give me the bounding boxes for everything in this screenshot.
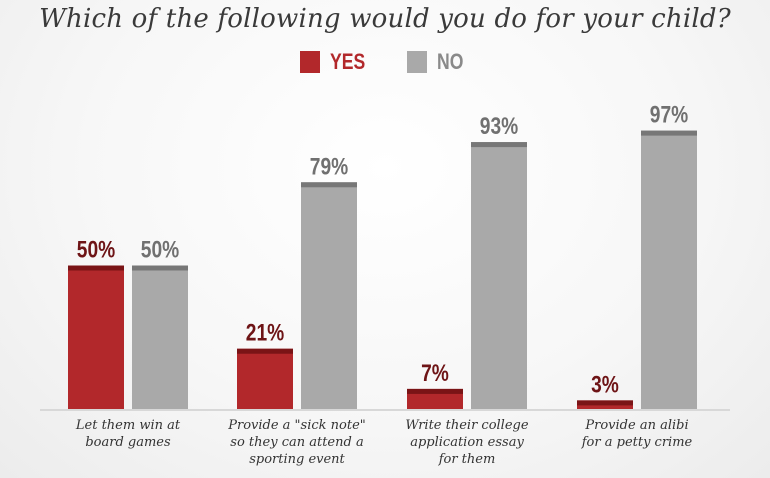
category-label-line: Let them win at bbox=[75, 418, 181, 433]
legend-item-yes: YES bbox=[300, 49, 374, 75]
category-label-line: so they can attend a bbox=[230, 435, 363, 450]
legend: YES NO bbox=[0, 49, 770, 75]
bar-cap-yes-0 bbox=[68, 265, 124, 271]
legend-swatch-yes bbox=[300, 51, 321, 73]
data-label-yes-1: 21% bbox=[246, 319, 284, 347]
legend-label-yes: YES bbox=[330, 49, 366, 74]
category-label-line: sporting event bbox=[249, 452, 345, 467]
bar-yes-1 bbox=[237, 348, 293, 409]
bar-cap-yes-1 bbox=[237, 348, 293, 354]
bar-no-3 bbox=[641, 130, 697, 410]
bar-cap-yes-3 bbox=[577, 400, 633, 406]
bar-yes-2 bbox=[407, 388, 463, 409]
bar-yes-0 bbox=[68, 265, 124, 409]
category-label-line: for them bbox=[438, 452, 496, 467]
legend-label-no: NO bbox=[436, 49, 463, 74]
category-label-2: Write their college application essay for … bbox=[405, 418, 528, 467]
bar-cap-no-1 bbox=[301, 182, 357, 188]
category-label-0: Let them win at board games bbox=[75, 418, 181, 450]
legend-item-no: NO bbox=[406, 49, 470, 75]
legend-swatch-no bbox=[406, 51, 427, 73]
bar-cap-yes-2 bbox=[407, 388, 463, 394]
category-label-line: Provide a "sick note" bbox=[227, 418, 366, 433]
bar-cap-no-0 bbox=[132, 265, 188, 271]
data-label-yes-3: 3% bbox=[591, 370, 619, 398]
bar-no-2 bbox=[471, 142, 527, 409]
category-label-3: Provide an alibi for a petty crime bbox=[581, 418, 693, 450]
category-label-line: for a petty crime bbox=[581, 435, 693, 450]
data-label-no-3: 97% bbox=[650, 101, 688, 129]
data-label-no-2: 93% bbox=[480, 112, 518, 140]
category-label-line: Provide an alibi bbox=[584, 418, 688, 433]
category-label-line: board games bbox=[85, 435, 171, 450]
data-label-no-0: 50% bbox=[141, 235, 179, 263]
bar-cap-no-2 bbox=[471, 142, 527, 148]
chart-title: Which of the following would you do for … bbox=[39, 4, 731, 34]
category-label-line: application essay bbox=[410, 435, 524, 450]
category-label-line: Write their college bbox=[405, 418, 528, 433]
data-label-yes-2: 7% bbox=[421, 359, 449, 387]
baseline bbox=[40, 409, 730, 411]
bar-cap-no-3 bbox=[641, 130, 697, 136]
data-label-yes-0: 50% bbox=[77, 235, 115, 263]
category-label-1: Provide a "sick note" so they can attend … bbox=[227, 418, 366, 467]
bar-no-1 bbox=[301, 182, 357, 409]
data-label-no-1: 79% bbox=[310, 152, 348, 180]
bar-no-0 bbox=[132, 265, 188, 409]
